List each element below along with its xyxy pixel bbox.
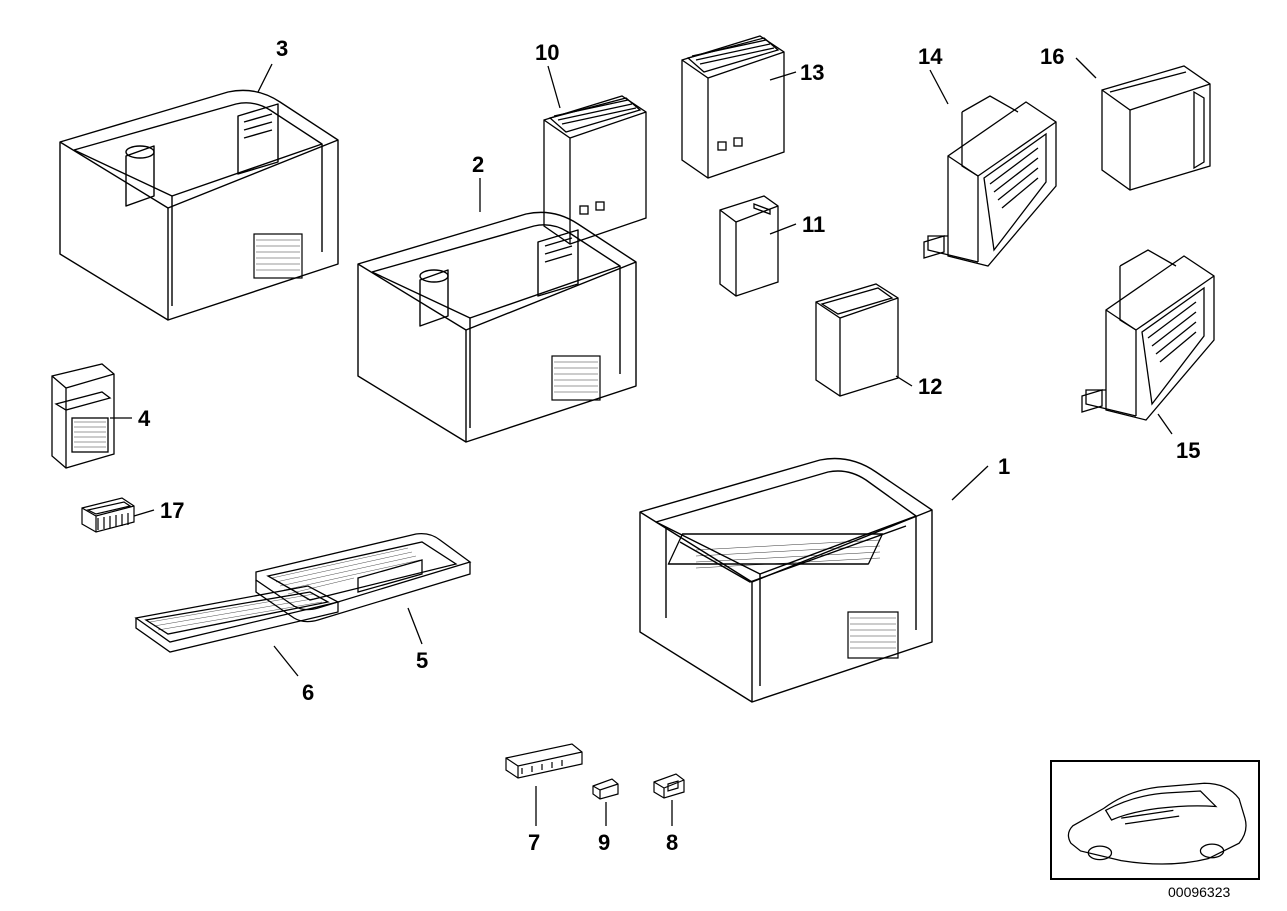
part-holder-14 [918, 86, 1068, 276]
part-clip-8 [650, 770, 690, 800]
callout-4: 4 [138, 406, 150, 432]
leader-8 [670, 798, 674, 828]
callout-17: 17 [160, 498, 184, 524]
leader-16 [1074, 56, 1098, 80]
part-cassette-13 [674, 30, 794, 180]
leader-12 [894, 374, 914, 388]
leader-13 [768, 70, 798, 82]
callout-12: 12 [918, 374, 942, 400]
callout-3: 3 [276, 36, 288, 62]
part-holder-15 [1076, 240, 1226, 430]
part-divider-11 [714, 192, 786, 302]
part-cassette-10 [536, 88, 656, 248]
part-small-tray-17 [78, 494, 140, 534]
leader-9 [604, 800, 608, 828]
part-bracket-7 [502, 740, 588, 780]
leader-7 [534, 784, 538, 828]
leader-4 [108, 416, 134, 420]
callout-11: 11 [802, 212, 825, 238]
callout-15: 15 [1176, 438, 1200, 464]
leader-11 [768, 222, 798, 236]
diagram-id: 00096323 [1168, 884, 1230, 900]
leader-14 [928, 68, 950, 106]
leader-5 [406, 606, 424, 646]
callout-5: 5 [416, 648, 428, 674]
callout-7: 7 [528, 830, 540, 856]
part-big-box-1 [620, 432, 960, 712]
callout-8: 8 [666, 830, 678, 856]
part-pocket-16 [1092, 62, 1222, 192]
callout-2: 2 [472, 152, 484, 178]
callout-1: 1 [998, 454, 1010, 480]
callout-14: 14 [918, 44, 942, 70]
car-inset [1050, 760, 1260, 880]
part-tray-narrow-6 [130, 582, 350, 662]
leader-2 [478, 176, 482, 214]
leader-15 [1156, 412, 1174, 436]
callout-9: 9 [598, 830, 610, 856]
callout-16: 16 [1040, 44, 1064, 70]
part-big-box-3 [42, 66, 362, 326]
callout-13: 13 [800, 60, 824, 86]
leader-17 [132, 508, 156, 518]
callout-6: 6 [302, 680, 314, 706]
callout-10: 10 [535, 40, 559, 66]
leader-6 [272, 644, 300, 678]
leader-1 [950, 464, 990, 502]
leader-3 [256, 62, 274, 94]
part-clip-9 [590, 776, 622, 800]
leader-10 [546, 64, 562, 110]
part-bin-12 [808, 278, 908, 398]
